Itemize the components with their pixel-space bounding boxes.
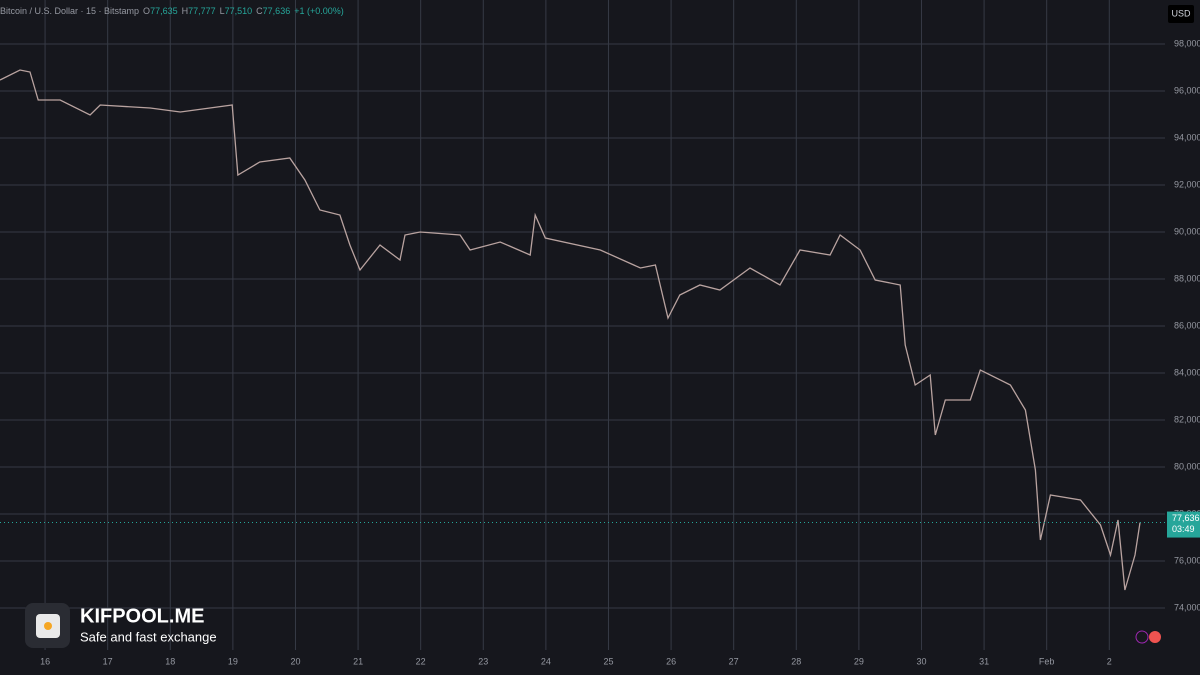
y-tick-label: 92,000 bbox=[1174, 179, 1200, 189]
ohlc-value: 77,510 bbox=[225, 6, 253, 16]
change: +1 (+0.00%) bbox=[294, 6, 344, 16]
y-tick-label: 76,000 bbox=[1174, 555, 1200, 565]
header: Bitcoin / U.S. Dollar · 15 · Bitstamp O77… bbox=[0, 6, 344, 16]
y-tick-label: 90,000 bbox=[1174, 226, 1200, 236]
x-tick-label: 29 bbox=[854, 656, 864, 666]
x-tick-label: Feb bbox=[1039, 656, 1055, 666]
x-tick-label: 22 bbox=[416, 656, 426, 666]
y-tick-label: 94,000 bbox=[1174, 132, 1200, 142]
x-tick-label: 19 bbox=[228, 656, 238, 666]
y-tick-label: 88,000 bbox=[1174, 273, 1200, 283]
y-tick-label: 80,000 bbox=[1174, 461, 1200, 471]
x-tick-label: 27 bbox=[729, 656, 739, 666]
x-tick-label: 26 bbox=[666, 656, 676, 666]
price-label-box bbox=[1167, 511, 1200, 538]
x-tick-label: 16 bbox=[40, 656, 50, 666]
x-tick-label: 20 bbox=[290, 656, 300, 666]
ohlc-value: 77,636 bbox=[263, 6, 291, 16]
watermark-title: KIFPOOL.ME bbox=[80, 605, 204, 627]
y-tick-label: 86,000 bbox=[1174, 320, 1200, 330]
y-tick-label: 96,000 bbox=[1174, 85, 1200, 95]
x-tick-label: 23 bbox=[478, 656, 488, 666]
y-tick-label: 84,000 bbox=[1174, 367, 1200, 377]
ohlc-key: O bbox=[143, 6, 150, 16]
price-label: 77,636 bbox=[1172, 513, 1200, 523]
currency-box bbox=[1168, 5, 1194, 23]
ohlc-value: 77,635 bbox=[150, 6, 178, 16]
x-tick-label: 28 bbox=[791, 656, 801, 666]
x-tick-label: 30 bbox=[916, 656, 926, 666]
ohlc-key: H bbox=[182, 6, 189, 16]
y-tick-label: 98,000 bbox=[1174, 38, 1200, 48]
ohlc-key: C bbox=[256, 6, 263, 16]
ohlc-key: L bbox=[220, 6, 225, 16]
countdown: 03:49 bbox=[1172, 524, 1195, 534]
x-tick-label: 21 bbox=[353, 656, 363, 666]
y-tick-label: 82,000 bbox=[1174, 414, 1200, 424]
event-icon bbox=[1135, 630, 1149, 644]
price-line bbox=[0, 69, 1141, 591]
grid bbox=[0, 0, 1165, 650]
ohlc-value: 77,777 bbox=[188, 6, 216, 16]
x-tick-label: 25 bbox=[603, 656, 613, 666]
x-tick-label: 24 bbox=[541, 656, 551, 666]
watermark-subtitle: Safe and fast exchange bbox=[80, 629, 217, 644]
x-tick-label: 18 bbox=[165, 656, 175, 666]
x-tick-label: 17 bbox=[103, 656, 113, 666]
logo-dot bbox=[44, 622, 52, 630]
x-tick-label: 31 bbox=[979, 656, 989, 666]
flag-icon bbox=[1149, 631, 1161, 643]
x-tick-label: 2 bbox=[1107, 656, 1112, 666]
plot bbox=[0, 69, 1165, 591]
symbol: Bitcoin / U.S. Dollar · 15 · Bitstamp bbox=[0, 6, 139, 16]
currency: USD bbox=[1171, 8, 1191, 18]
y-tick-label: 74,000 bbox=[1174, 602, 1200, 612]
